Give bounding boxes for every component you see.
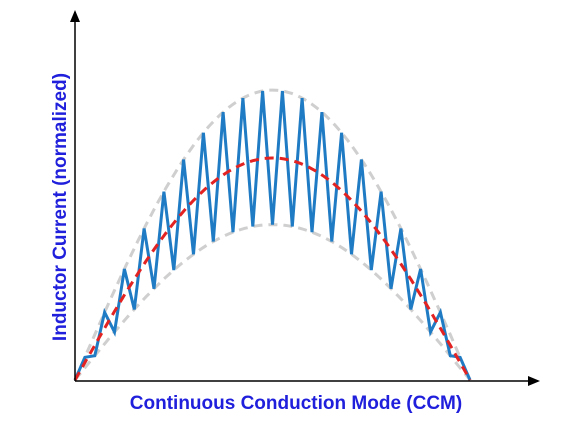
y-axis-label: Inductor Current (normalized) [50,73,71,341]
curves [73,88,472,381]
upper-envelope [73,88,472,381]
average-current [73,156,472,381]
x-axis-label: Continuous Conduction Mode (CCM) [130,393,462,414]
inductor-current [73,90,472,381]
